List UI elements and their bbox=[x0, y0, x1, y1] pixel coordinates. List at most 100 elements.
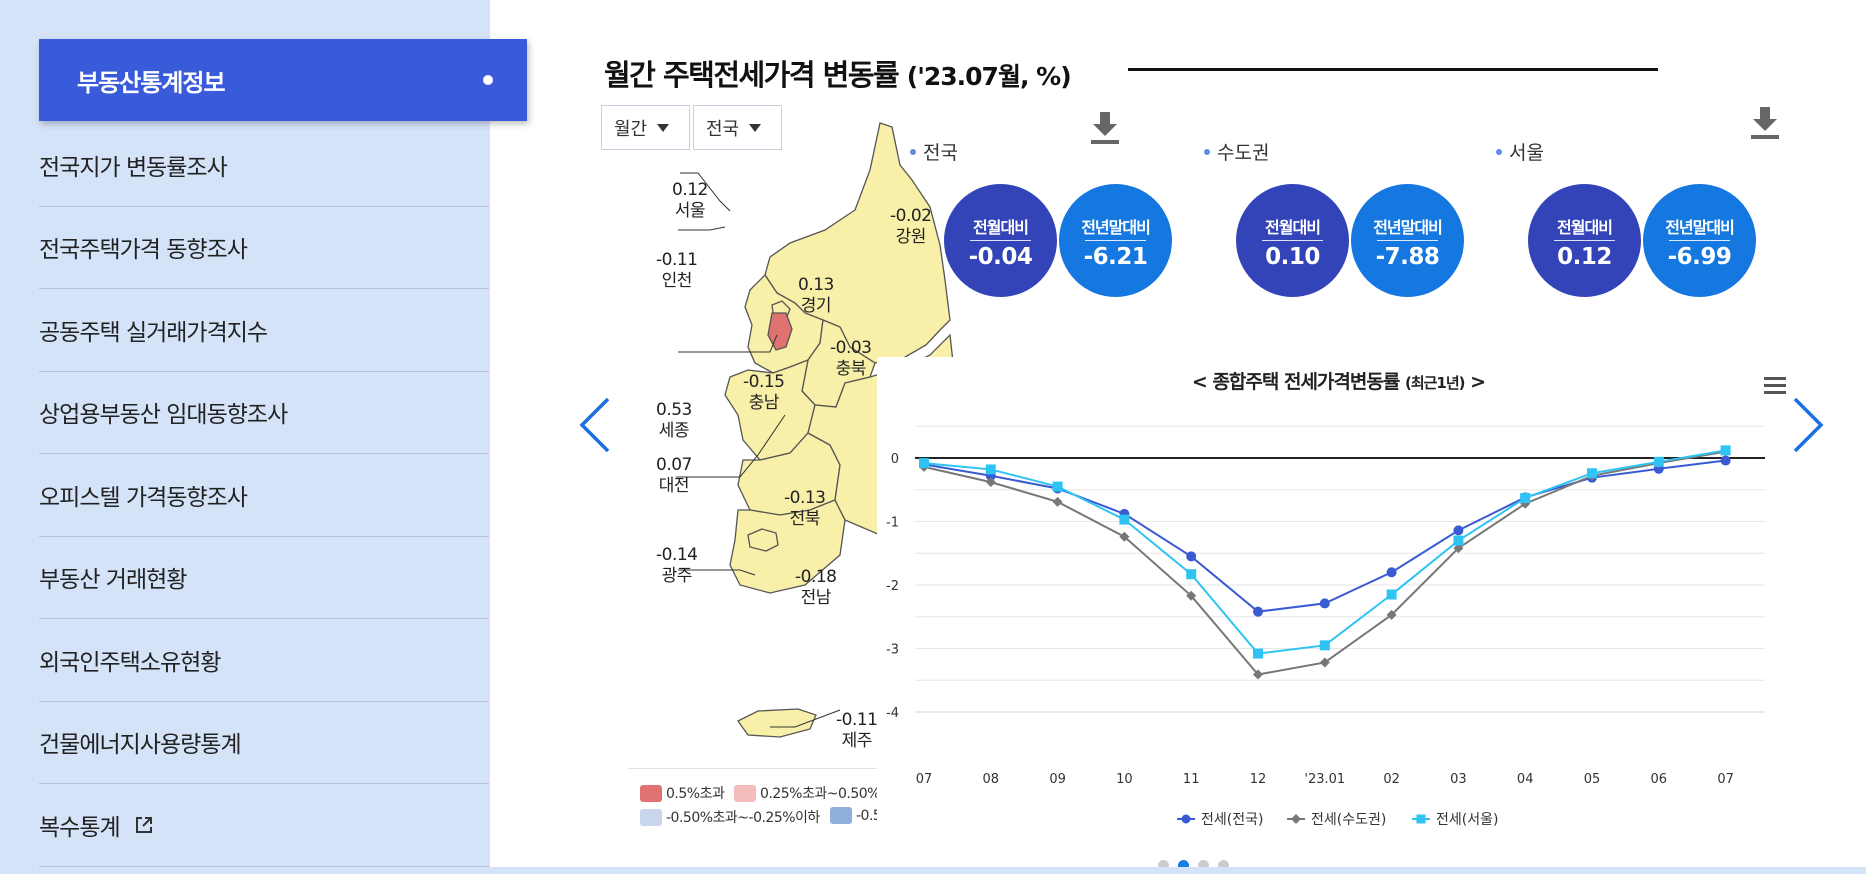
period-select[interactable]: 월간 bbox=[601, 105, 690, 150]
legend-swatch bbox=[640, 808, 662, 826]
chart-panel: < 종합주택 전세가격변동률 (최근1년) > 0 -1 -2 -3 -4 07 08 09 1… bbox=[877, 357, 1800, 870]
data-point bbox=[1319, 657, 1330, 668]
pagination-dot[interactable] bbox=[1178, 860, 1189, 871]
sidebar-item-label: 전국주택가격 동향조사 bbox=[39, 237, 248, 264]
data-point bbox=[1720, 445, 1731, 456]
data-point bbox=[1520, 493, 1531, 504]
sidebar-item-active[interactable]: 부동산통계정보 bbox=[39, 39, 527, 121]
data-point bbox=[1587, 468, 1597, 479]
sidebar-item-label: 공동주택 실거래가격지수 bbox=[39, 319, 268, 346]
legend-label: 전세(전국) bbox=[1201, 812, 1263, 828]
data-point bbox=[1253, 669, 1263, 680]
legend-marker bbox=[1416, 814, 1426, 824]
data-point bbox=[1052, 481, 1063, 492]
summary-region-capital: 수도권 bbox=[1204, 138, 1269, 165]
sidebar-item[interactable]: 건물에너지사용량통계 bbox=[39, 702, 489, 784]
map-label-sejong: 0.53 세종 bbox=[656, 400, 692, 441]
sidebar-item[interactable]: 전국지가 변동률조사 bbox=[39, 124, 489, 207]
y-tick-label: -1 bbox=[886, 516, 899, 531]
legend-swatch bbox=[640, 784, 662, 802]
map-region-gwangju[interactable] bbox=[747, 528, 779, 552]
map-label-daejeon: 0.07 대전 bbox=[656, 455, 692, 496]
sidebar-item[interactable]: 전국주택가격 동향조사 bbox=[39, 207, 489, 289]
x-tick-label: 07 bbox=[916, 772, 933, 787]
x-tick-label: 03 bbox=[1450, 772, 1467, 787]
download-icon[interactable] bbox=[1751, 107, 1779, 139]
map-legend: 0.5%초과 0.25%초과~0.50% -0.50%초과~-0.25%이하 -… bbox=[628, 768, 888, 838]
x-tick-label: 04 bbox=[1517, 772, 1534, 787]
x-tick-label: 02 bbox=[1383, 772, 1400, 787]
data-point bbox=[919, 458, 929, 469]
bullet-icon bbox=[910, 148, 916, 155]
carousel-prev-icon[interactable] bbox=[578, 395, 612, 455]
x-tick-label: 08 bbox=[983, 772, 1000, 787]
download-icon[interactable] bbox=[1091, 112, 1119, 144]
sidebar-active-label: 부동산통계정보 bbox=[77, 68, 226, 97]
page-title-main: 월간 주택전세가격 변동률 bbox=[604, 58, 900, 92]
data-point bbox=[985, 477, 996, 488]
bullet-icon bbox=[1204, 148, 1210, 155]
national-ytd-badge: 전년말대비 -6.21 bbox=[1059, 184, 1172, 297]
legend-swatch bbox=[734, 784, 756, 802]
line-chart: 0 -1 -2 -3 -4 07 08 09 10 11 12 '23.01 02 03 04 05 06 07 전… bbox=[886, 425, 1765, 828]
x-tick-label: 06 bbox=[1651, 772, 1668, 787]
data-point bbox=[1253, 648, 1263, 659]
map-label-seoul: 0.12 서울 bbox=[672, 180, 708, 221]
page-title-sub: ('23.07월, %) bbox=[906, 62, 1072, 91]
sidebar-item-label: 부동산 거래현황 bbox=[39, 567, 187, 594]
sidebar-item[interactable]: 오피스텔 가격동향조사 bbox=[39, 454, 489, 537]
carousel-pagination bbox=[1158, 860, 1229, 871]
chart-menu-icon[interactable] bbox=[1763, 375, 1787, 395]
carousel-next-icon[interactable] bbox=[1791, 395, 1825, 455]
summary-region-seoul: 서울 bbox=[1496, 138, 1544, 165]
region-select[interactable]: 전국 bbox=[693, 105, 782, 150]
map-label-jeju: -0.11 제주 bbox=[836, 710, 878, 751]
pagination-dot[interactable] bbox=[1198, 860, 1209, 871]
legend-marker bbox=[1181, 814, 1191, 824]
bullet-icon bbox=[1496, 148, 1502, 155]
map-label-gwangju: -0.14 광주 bbox=[656, 545, 698, 586]
legend-item: 0.5%초과 bbox=[640, 783, 725, 803]
series-line bbox=[923, 449, 1726, 655]
summary-region-national: 전국 bbox=[910, 138, 958, 165]
sidebar-item-label: 복수통계 bbox=[39, 814, 121, 841]
data-point bbox=[1319, 598, 1330, 609]
data-point bbox=[1453, 543, 1464, 554]
caret-down-icon bbox=[749, 123, 762, 132]
map-region-sejong[interactable] bbox=[767, 312, 793, 351]
region-select-value: 전국 bbox=[706, 118, 740, 140]
sidebar-item[interactable]: 외국인주택소유현황 bbox=[39, 619, 489, 702]
map-region-jeonnam[interactable] bbox=[729, 499, 846, 594]
seoul-mom-badge: 전월대비 0.12 bbox=[1528, 184, 1641, 297]
data-point bbox=[1186, 551, 1197, 562]
map-label-chungbuk: -0.03 충북 bbox=[830, 338, 872, 379]
data-point bbox=[1186, 590, 1197, 601]
map-label-chungnam: -0.15 충남 bbox=[743, 372, 785, 413]
map-region-jeju[interactable] bbox=[737, 708, 817, 738]
external-link-icon bbox=[135, 816, 152, 833]
data-point bbox=[1052, 496, 1063, 507]
map-label-jeonbuk: -0.13 전북 bbox=[784, 488, 826, 529]
caret-down-icon bbox=[657, 123, 670, 132]
x-tick-label: 11 bbox=[1183, 772, 1200, 787]
sidebar-item[interactable]: 공동주택 실거래가격지수 bbox=[39, 289, 489, 372]
sidebar-item-label: 전국지가 변동률조사 bbox=[39, 154, 228, 181]
sidebar-item[interactable]: 복수통계 bbox=[39, 784, 489, 867]
map-label-jeonnam: -0.18 전남 bbox=[795, 567, 837, 608]
data-point bbox=[1186, 569, 1197, 580]
pagination-dot[interactable] bbox=[1158, 860, 1169, 871]
data-point bbox=[1453, 525, 1464, 536]
map-label-gyeonggi: 0.13 경기 bbox=[798, 275, 834, 316]
sidebar-item[interactable]: 부동산 거래현황 bbox=[39, 537, 489, 619]
x-tick-label: 12 bbox=[1250, 772, 1267, 787]
sidebar-item[interactable]: 상업용부동산 임대동향조사 bbox=[39, 372, 489, 454]
national-mom-badge: 전월대비 -0.04 bbox=[944, 184, 1057, 297]
data-point bbox=[1453, 535, 1464, 546]
capital-mom-badge: 전월대비 0.10 bbox=[1236, 184, 1349, 297]
legend-item: 0.25%초과~0.50% bbox=[734, 783, 880, 803]
map-label-incheon: -0.11 인천 bbox=[656, 250, 698, 291]
pagination-dot[interactable] bbox=[1218, 860, 1229, 871]
